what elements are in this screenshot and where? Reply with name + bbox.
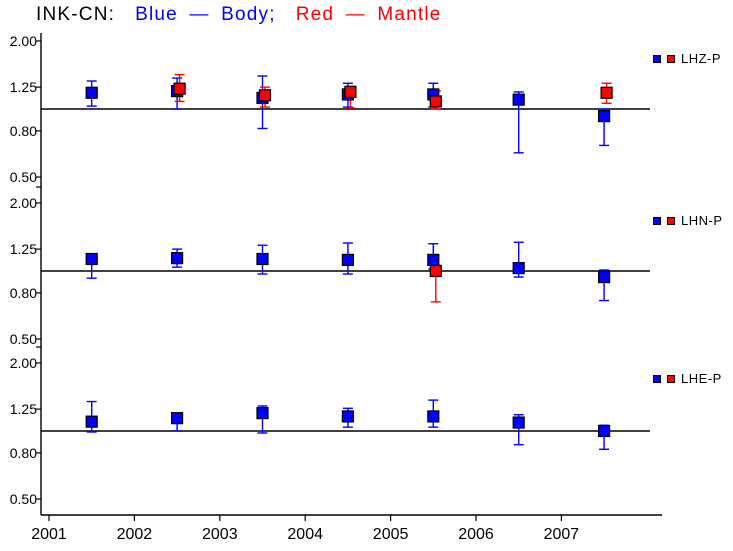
x-tick-label: 2007 [544, 526, 580, 543]
mantle-swatch-icon [667, 54, 675, 63]
marker-mantle [173, 82, 186, 95]
y-tick-label: 1.25 [10, 79, 37, 95]
y-tick-label: 1.25 [10, 401, 37, 417]
y-tick-label: 2.00 [10, 33, 37, 49]
x-tick-label: 2003 [202, 526, 238, 543]
body-swatch-icon [653, 374, 661, 383]
marker-body [85, 415, 98, 428]
marker-body [341, 253, 354, 266]
marker-body [512, 416, 525, 429]
y-tick-label: 1.25 [10, 241, 37, 257]
chart-title-mantle-segment: Red — Mantle [295, 4, 442, 25]
chart-title-body-segment: Blue — Body; [135, 4, 276, 25]
marker-body [597, 110, 611, 123]
marker-body [512, 261, 525, 275]
marker-body [171, 252, 184, 265]
marker-mantle [344, 85, 357, 99]
x-tick-label: 2002 [117, 526, 153, 543]
x-tick-label: 2006 [458, 526, 494, 543]
y-tick-label: 2.00 [10, 195, 37, 211]
legend-item-lhe-p: LHE-P [653, 371, 722, 386]
chart-title: INK-CN: Blue — Body; Red — Mantle [36, 4, 442, 26]
y-tick-label: 0.50 [10, 331, 37, 347]
x-tick-label: 2005 [373, 526, 409, 543]
y-tick-label: 0.80 [10, 123, 37, 139]
y-tick-label: 0.50 [10, 169, 37, 185]
marker-body [427, 253, 440, 266]
marker-body [256, 252, 269, 266]
y-tick-label: 0.80 [10, 445, 37, 461]
marker-mantle [429, 95, 442, 108]
y-tick-label: 0.80 [10, 285, 37, 301]
x-tick-label: 2004 [287, 526, 323, 543]
marker-body [597, 270, 611, 284]
y-tick-label: 2.00 [10, 355, 37, 371]
marker-body [597, 424, 611, 438]
marker-body [512, 93, 525, 106]
legend-label: LHZ-P [681, 51, 722, 66]
legend-item-lhn-p: LHN-P [653, 213, 723, 228]
legend-item-lhz-p: LHZ-P [653, 51, 721, 66]
body-swatch-icon [653, 216, 661, 225]
marker-body [256, 407, 269, 420]
y-tick-label: 0.50 [10, 491, 37, 507]
legend-label: LHN-P [681, 213, 723, 228]
marker-body [171, 412, 184, 425]
marker-body [341, 410, 354, 423]
chart-title-prefix: INK-CN: [36, 4, 116, 25]
marker-mantle [600, 86, 613, 99]
x-tick-label: 2001 [31, 526, 67, 543]
body-swatch-icon [653, 54, 661, 63]
marker-mantle [429, 264, 442, 278]
mantle-swatch-icon [667, 374, 675, 383]
marker-body [427, 410, 440, 423]
legend-label: LHE-P [681, 371, 722, 386]
marker-body [85, 86, 98, 99]
marker-body [85, 252, 98, 266]
mantle-swatch-icon [667, 216, 675, 225]
marker-mantle [258, 89, 272, 102]
